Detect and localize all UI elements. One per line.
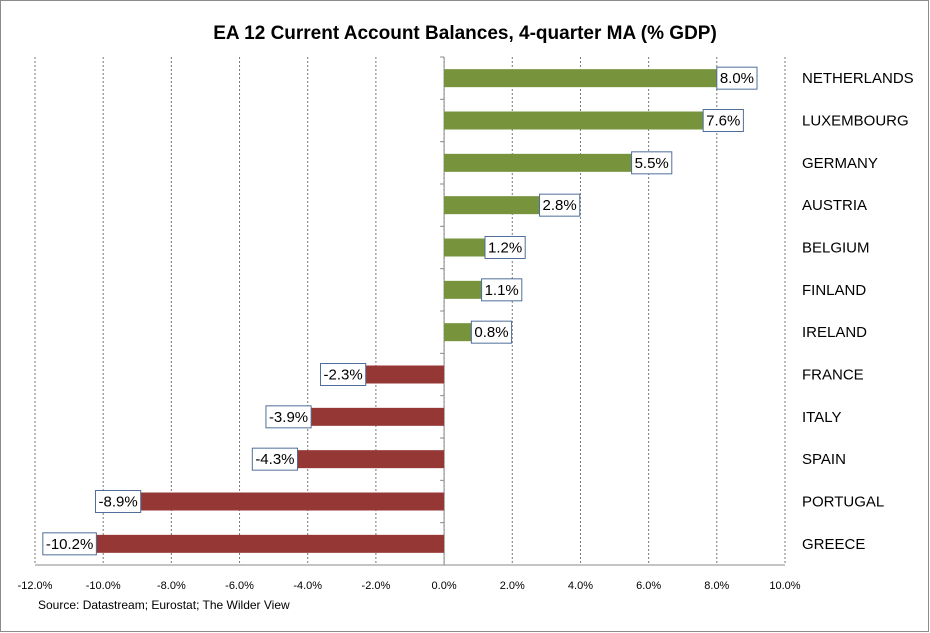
bar — [444, 196, 540, 215]
bar — [444, 280, 482, 299]
category-label: GERMANY — [802, 155, 878, 172]
x-tick-label: -10.0% — [86, 580, 121, 592]
x-tick-label: 10.0% — [769, 580, 800, 592]
data-label-box — [631, 151, 673, 175]
data-label: -8.9% — [98, 493, 137, 510]
category-label: LUXEMBOURG — [802, 112, 909, 129]
bar — [444, 323, 472, 342]
data-label-box — [42, 532, 97, 556]
category-label: PORTUGAL — [802, 493, 884, 510]
data-label: 7.6% — [706, 112, 740, 129]
data-label-box — [319, 363, 367, 386]
data-label: 8.0% — [720, 70, 754, 87]
data-label: 2.8% — [543, 197, 577, 214]
data-label-box — [539, 193, 581, 217]
x-tick-label: -4.0% — [293, 580, 322, 592]
x-tick-label: 2.0% — [500, 580, 525, 592]
x-tick-label: 6.0% — [636, 580, 661, 592]
data-label-box — [484, 236, 526, 259]
bar — [444, 69, 717, 88]
data-label: -10.2% — [46, 536, 94, 553]
data-label-box — [251, 447, 298, 471]
bar — [444, 153, 632, 172]
x-tick-label: 8.0% — [704, 580, 729, 592]
x-tick-label: 4.0% — [568, 580, 593, 592]
category-label: FINLAND — [802, 282, 866, 299]
bar — [297, 450, 445, 469]
data-label: 1.2% — [488, 239, 522, 256]
data-label: -3.9% — [269, 409, 308, 426]
category-label: NETHERLANDS — [802, 70, 914, 87]
bar — [140, 492, 445, 511]
category-label: BELGIUM — [802, 239, 870, 256]
x-tick-label: -8.0% — [157, 580, 186, 592]
category-label: ITALY — [802, 409, 841, 426]
bar — [444, 111, 704, 130]
category-label: GREECE — [802, 536, 865, 553]
category-label: SPAIN — [802, 451, 846, 468]
chart-title: EA 12 Current Account Balances, 4-quarte… — [213, 23, 717, 44]
category-label: AUSTRIA — [802, 197, 867, 214]
data-label-box — [702, 109, 744, 132]
bar — [96, 534, 445, 553]
data-label: 1.1% — [485, 282, 519, 299]
x-tick-label: -6.0% — [225, 580, 254, 592]
data-label-box — [470, 320, 513, 344]
data-label-box — [265, 405, 312, 429]
data-label: 0.8% — [474, 324, 508, 341]
x-tick-label: -12.0% — [18, 580, 53, 592]
bar — [444, 238, 485, 257]
data-label-box — [716, 66, 758, 90]
bar — [311, 407, 445, 426]
data-label-box — [94, 490, 142, 513]
category-label: FRANCE — [802, 366, 864, 383]
source-note: Source: Datastream; Eurostat; The Wilder… — [38, 598, 290, 612]
x-tick-label: -2.0% — [362, 580, 391, 592]
data-label: 5.5% — [635, 155, 669, 172]
x-tick-label: 0.0% — [432, 580, 457, 592]
data-label: -4.3% — [255, 451, 294, 468]
data-label-box — [481, 278, 523, 302]
category-label: IRELAND — [802, 324, 867, 341]
bar — [365, 365, 445, 384]
data-label: -2.3% — [323, 366, 362, 383]
